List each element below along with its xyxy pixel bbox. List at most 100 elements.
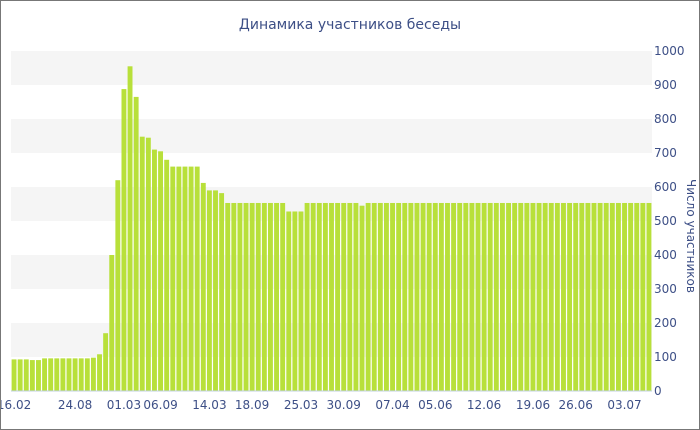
bar [60, 358, 66, 391]
x-tick-label: 19.06 [516, 398, 550, 412]
bar [225, 202, 231, 391]
bar [48, 358, 54, 391]
y-axis-label: Число участников [684, 179, 698, 293]
bar [29, 360, 35, 391]
bar [23, 359, 29, 391]
bar [255, 202, 261, 391]
bar [322, 202, 328, 391]
y-tick-label: 0 [654, 384, 662, 398]
x-tick-label: 06.09 [143, 398, 177, 412]
bar [103, 333, 109, 391]
bar [11, 359, 17, 391]
bar [298, 211, 304, 391]
bar [438, 202, 444, 391]
bar [145, 137, 151, 391]
bar [432, 202, 438, 391]
bar [188, 166, 194, 391]
y-tick-label: 600 [654, 180, 677, 194]
bar [512, 202, 518, 391]
bar [420, 202, 426, 391]
bar [603, 202, 609, 391]
bar [426, 202, 432, 391]
bar [597, 202, 603, 391]
bar [341, 202, 347, 391]
bar [365, 202, 371, 391]
bar [408, 202, 414, 391]
bar [206, 190, 212, 391]
bar [54, 358, 60, 391]
bar [579, 202, 585, 391]
bar [493, 202, 499, 391]
bar [109, 255, 115, 391]
x-tick-label: 24.08 [58, 398, 92, 412]
bar [591, 202, 597, 391]
bar [329, 202, 334, 391]
bar [280, 202, 286, 391]
bar [390, 202, 395, 391]
x-tick-label: 07.04 [375, 398, 409, 412]
bar [97, 354, 102, 391]
bar [506, 202, 511, 391]
bar [469, 202, 475, 391]
bar [615, 202, 621, 391]
y-axis-ticks: 0 100 200 300 400 500 600 700 800 900 1000 [654, 44, 685, 398]
bar [200, 182, 206, 391]
bar [353, 202, 359, 391]
bar [371, 202, 377, 391]
x-tick-label: 14.03 [192, 398, 226, 412]
bar [274, 202, 279, 391]
bar [377, 202, 383, 391]
x-tick-label: 05.06 [418, 398, 452, 412]
y-tick-label: 900 [654, 78, 677, 92]
x-tick-label: 16.02 [1, 398, 31, 412]
y-tick-label: 1000 [654, 44, 685, 58]
bar [414, 202, 420, 391]
bar [261, 202, 267, 391]
bar [237, 202, 243, 391]
x-tick-label: 18.09 [235, 398, 269, 412]
x-tick-label: 01.03 [107, 398, 141, 412]
bar [524, 202, 530, 391]
y-tick-label: 200 [654, 316, 677, 330]
bar [42, 358, 48, 391]
bar [78, 358, 84, 391]
bar [536, 202, 542, 391]
bar [268, 202, 273, 391]
y-tick-label: 400 [654, 248, 677, 262]
bar [457, 202, 463, 391]
bar [530, 202, 536, 391]
bar [219, 193, 225, 391]
bar [127, 66, 133, 392]
bar [542, 202, 548, 391]
bar [213, 190, 218, 391]
bar [133, 96, 139, 392]
bar [249, 202, 255, 391]
bar [640, 202, 646, 391]
bar [451, 202, 457, 391]
bar [383, 202, 389, 391]
bar [567, 202, 573, 391]
y-tick-label: 800 [654, 112, 677, 126]
bar [396, 202, 402, 391]
bar [194, 166, 200, 391]
bar [121, 89, 127, 391]
y-tick-label: 700 [654, 146, 677, 160]
x-tick-label: 12.06 [467, 398, 501, 412]
bar [445, 202, 450, 391]
bar [518, 202, 524, 391]
bars [11, 66, 652, 392]
bar [573, 202, 579, 391]
bar [72, 358, 78, 391]
bar [164, 159, 170, 391]
bar [170, 166, 176, 391]
bar [402, 202, 408, 391]
bar [115, 180, 121, 391]
bar [36, 360, 41, 391]
bar [463, 202, 469, 391]
bar [66, 358, 72, 391]
y-tick-label: 500 [654, 214, 677, 228]
bar [231, 202, 237, 391]
bar [548, 202, 554, 391]
bar [359, 205, 365, 391]
